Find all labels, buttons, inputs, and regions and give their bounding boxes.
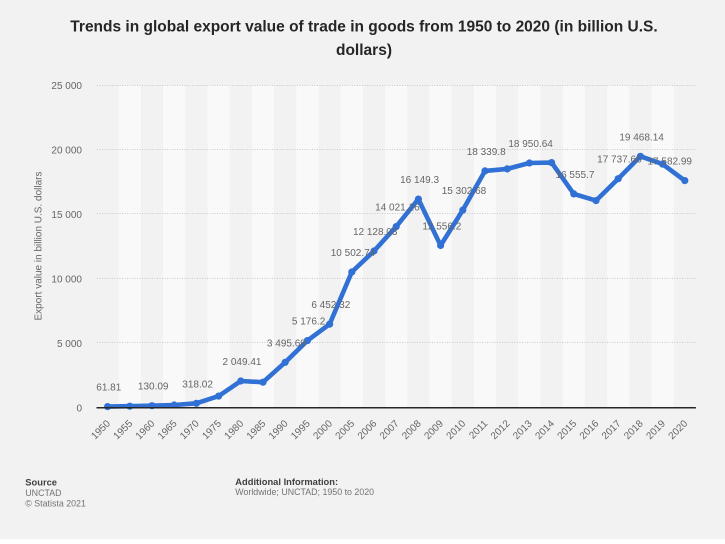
svg-text:10 502.74: 10 502.74 — [331, 248, 376, 259]
svg-text:Export value in billion U.S. d: Export value in billion U.S. dollars — [33, 172, 44, 321]
svg-text:318.02: 318.02 — [182, 379, 213, 390]
svg-text:Trends in global export value: Trends in global export value of trade i… — [70, 18, 657, 35]
svg-text:© Statista 2021: © Statista 2021 — [25, 499, 86, 509]
svg-text:dollars): dollars) — [336, 42, 392, 59]
svg-text:19 468.14: 19 468.14 — [619, 132, 664, 143]
svg-text:25 000: 25 000 — [51, 81, 82, 92]
svg-text:61.81: 61.81 — [96, 383, 121, 394]
svg-text:17 582.99: 17 582.99 — [648, 157, 693, 168]
svg-text:12 556.2: 12 556.2 — [422, 222, 461, 233]
svg-text:10 000: 10 000 — [51, 275, 82, 286]
svg-text:18 339.8: 18 339.8 — [467, 147, 506, 158]
svg-text:Additional Information:: Additional Information: — [235, 477, 338, 487]
svg-text:16 149.3: 16 149.3 — [400, 175, 439, 186]
svg-text:14 021.16: 14 021.16 — [375, 203, 420, 214]
svg-text:Worldwide; UNCTAD; 1950 to 202: Worldwide; UNCTAD; 1950 to 2020 — [235, 487, 374, 497]
svg-text:0: 0 — [76, 404, 82, 415]
svg-text:5 176.2: 5 176.2 — [292, 317, 326, 328]
svg-text:17 737.66: 17 737.66 — [597, 155, 642, 166]
svg-text:3 495.69: 3 495.69 — [267, 338, 306, 349]
svg-text:5 000: 5 000 — [57, 339, 82, 350]
svg-text:2 049.41: 2 049.41 — [223, 357, 262, 368]
svg-text:15 302.68: 15 302.68 — [442, 186, 487, 197]
svg-text:20 000: 20 000 — [51, 146, 82, 157]
svg-text:15 000: 15 000 — [51, 210, 82, 221]
svg-text:130.09: 130.09 — [138, 382, 169, 393]
svg-text:6 452.32: 6 452.32 — [311, 300, 350, 311]
svg-text:Source: Source — [25, 478, 57, 488]
svg-text:UNCTAD: UNCTAD — [25, 488, 61, 498]
svg-text:16 555.7: 16 555.7 — [556, 170, 595, 181]
svg-text:18 950.64: 18 950.64 — [508, 139, 553, 150]
svg-text:12 128.03: 12 128.03 — [353, 227, 398, 238]
